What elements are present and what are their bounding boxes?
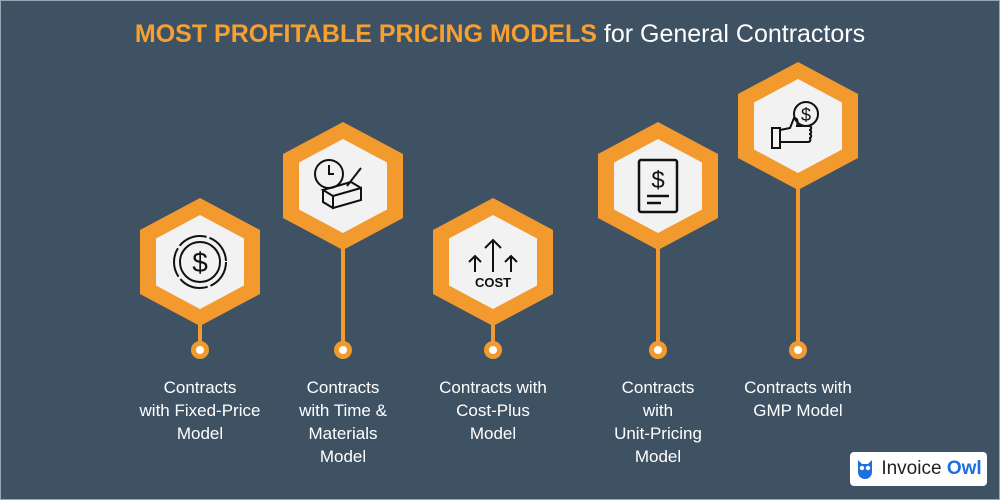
item-label: Contracts with Time & Materials Model bbox=[299, 378, 387, 466]
title-rest: for General Contractors bbox=[596, 20, 866, 48]
logo-text-a: Invoice bbox=[881, 458, 942, 479]
svg-text:$: $ bbox=[192, 247, 208, 278]
item-label: Contracts with Fixed-Price Model bbox=[139, 378, 261, 443]
title-highlight: MOST PROFITABLE PRICING MODELS bbox=[134, 20, 597, 48]
owl-icon bbox=[858, 460, 873, 479]
item-label: Contracts with Unit-Pricing Model bbox=[614, 378, 702, 466]
connector-dot bbox=[334, 341, 352, 359]
clock-brick-icon bbox=[299, 139, 387, 233]
logo-text-b: Owl bbox=[946, 458, 982, 479]
thumbs-up-dollar-icon: $ bbox=[754, 79, 842, 173]
invoiceowl-logo: Invoice Owl bbox=[850, 452, 987, 486]
page-title: MOST PROFITABLE PRICING MODELS for Gener… bbox=[0, 20, 1000, 49]
svg-text:COST: COST bbox=[475, 275, 511, 290]
svg-text:$: $ bbox=[801, 105, 811, 125]
invoice-dollar-icon: $ bbox=[614, 139, 702, 233]
connector-dot bbox=[649, 341, 667, 359]
connector-dot bbox=[191, 341, 209, 359]
item-label: Contracts with GMP Model bbox=[744, 378, 852, 420]
item-label: Contracts with Cost-Plus Model bbox=[439, 378, 547, 443]
svg-text:$: $ bbox=[651, 167, 664, 194]
connector-dot bbox=[484, 341, 502, 359]
connector-dot bbox=[789, 341, 807, 359]
